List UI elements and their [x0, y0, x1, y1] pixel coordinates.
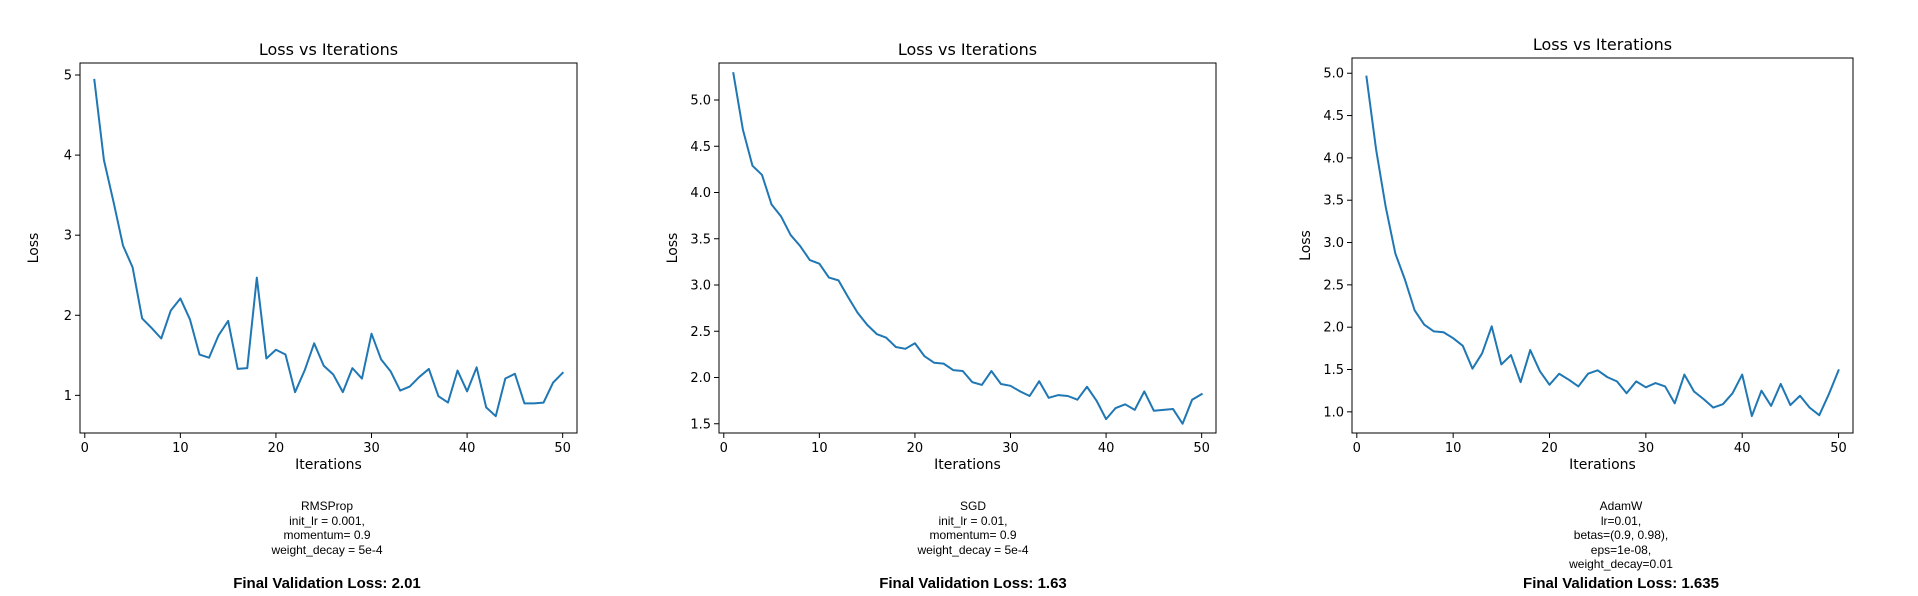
x-tick-label: 40	[1734, 441, 1751, 456]
optimizer-caption-adamw: AdamW lr=0.01, betas=(0.9, 0.98), eps=1e…	[1461, 499, 1781, 572]
chart-adamw: 0 10 20 30 40 50 1.0 1.5 2.0 2.5 3.0 3.5 4.0 4.5 5.0 Lo…	[1298, 35, 1854, 473]
y-tick-label: 3.0	[690, 279, 711, 294]
caption-line: init_lr = 0.001,	[289, 513, 365, 528]
y-tick-label: 5.0	[1323, 67, 1344, 82]
x-axis-label: Iterations	[934, 457, 1001, 473]
caption-line: betas=(0.9, 0.98),	[1573, 528, 1669, 542]
x-tick-label: 50	[1830, 441, 1847, 456]
y-tick-label: 5	[64, 69, 72, 84]
caption-line: RMSProp	[300, 499, 353, 513]
x-axis-label: Iterations	[295, 457, 362, 473]
axes-frame	[718, 62, 1217, 434]
chart-title: Loss vs Iterations	[898, 40, 1037, 59]
caption-line: weight_decay = 5e-4	[271, 542, 383, 557]
y-tick-label: 3.5	[1323, 194, 1344, 209]
final-loss-adamw: Final Validation Loss: 1.635	[1523, 575, 1719, 592]
optimizer-caption-sgd: SGD init_lr = 0.01, momentum= 0.9 weight…	[813, 499, 1133, 557]
caption-line: momentum= 0.9	[929, 528, 1017, 542]
x-tick-label: 20	[268, 441, 285, 456]
y-tick-label: 1	[64, 389, 72, 404]
x-tick-label: 30	[363, 441, 380, 456]
chart-sgd: 0 10 20 30 40 50 1.5 2.0 2.5 3.0 3.5 4.0 4.5 5.0 Loss …	[665, 40, 1217, 473]
x-tick-label: 10	[1445, 441, 1462, 456]
y-tick-label: 1.5	[690, 417, 711, 432]
y-tick-label: 3.0	[1323, 236, 1344, 251]
caption-line: lr=0.01,	[1600, 513, 1642, 528]
y-tick-label: 2	[64, 309, 72, 324]
caption-line: init_lr = 0.01,	[938, 513, 1008, 528]
axes-frame	[79, 62, 578, 434]
x-tick-label: 50	[1193, 441, 1210, 456]
caption-line: weight_decay=0.01	[1569, 557, 1673, 571]
y-tick-label: 3.5	[690, 232, 711, 247]
x-tick-label: 30	[1002, 441, 1019, 456]
final-loss-rmsprop: Final Validation Loss: 2.01	[233, 575, 421, 592]
y-tick-label: 4	[64, 149, 72, 164]
caption-line: weight_decay = 5e-4	[917, 542, 1029, 557]
x-tick-label: 40	[459, 441, 476, 456]
y-tick-label: 2.0	[1323, 321, 1344, 336]
caption-line: AdamW	[1599, 499, 1643, 513]
chart-title: Loss vs Iterations	[1533, 35, 1672, 54]
y-tick-label: 2.5	[690, 325, 711, 340]
y-tick-label: 2.0	[690, 371, 711, 386]
loss-line	[93, 78, 565, 418]
x-tick-label: 0	[720, 441, 728, 456]
chart-rmsprop: 0 10 20 30 40 50 1 2 3 4 5 Loss vs Iterations Iterat…	[26, 40, 578, 473]
x-tick-label: 0	[1353, 441, 1361, 456]
y-tick-label: 5.0	[690, 94, 711, 109]
x-tick-label: 40	[1098, 441, 1115, 456]
y-tick-label: 4.5	[1323, 109, 1344, 124]
x-axis-label: Iterations	[1569, 457, 1636, 473]
y-tick-label: 4.5	[690, 140, 711, 155]
x-tick-label: 10	[172, 441, 189, 456]
axes-frame	[1351, 57, 1854, 434]
y-tick-label: 4.0	[1323, 151, 1344, 166]
caption-line: SGD	[959, 499, 986, 513]
loss-line	[732, 72, 1204, 425]
x-tick-label: 20	[907, 441, 924, 456]
final-loss-sgd: Final Validation Loss: 1.63	[879, 575, 1067, 592]
x-tick-label: 20	[1541, 441, 1558, 456]
y-tick-label: 1.0	[1323, 405, 1344, 420]
y-axis-label: Loss	[665, 233, 681, 264]
chart-title: Loss vs Iterations	[259, 40, 398, 59]
optimizer-caption-rmsprop: RMSProp init_lr = 0.001, momentum= 0.9 w…	[167, 499, 487, 557]
y-axis-label: Loss	[1298, 230, 1314, 261]
y-axis-label: Loss	[26, 233, 42, 264]
y-tick-label: 2.5	[1323, 278, 1344, 293]
y-tick-label: 3	[64, 229, 72, 244]
x-tick-label: 30	[1638, 441, 1655, 456]
x-tick-label: 50	[554, 441, 571, 456]
caption-line: momentum= 0.9	[283, 528, 371, 542]
caption-line: eps=1e-08,	[1590, 542, 1652, 557]
x-tick-label: 0	[81, 441, 89, 456]
loss-line	[1365, 75, 1840, 418]
y-tick-label: 1.5	[1323, 363, 1344, 378]
x-tick-label: 10	[811, 441, 828, 456]
y-tick-label: 4.0	[690, 186, 711, 201]
